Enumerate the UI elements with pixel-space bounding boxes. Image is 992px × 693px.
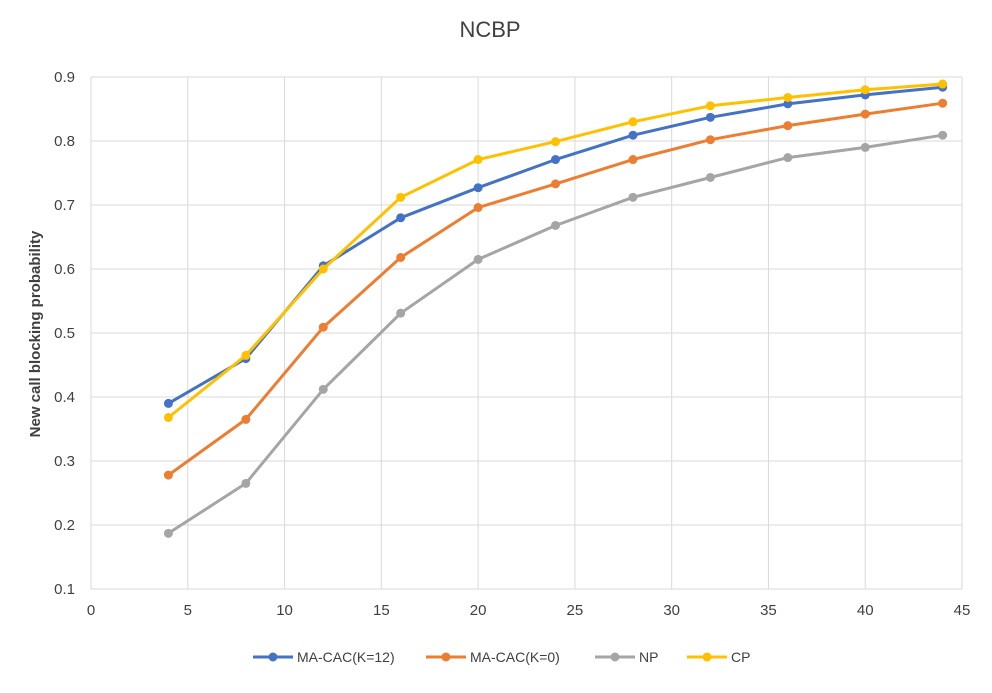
legend-entry: MA-CAC(K=0)	[426, 649, 560, 665]
x-tick-label: 30	[663, 602, 680, 619]
data-point	[628, 192, 638, 202]
data-point	[860, 142, 870, 152]
legend-swatch-marker	[702, 652, 712, 662]
data-point	[783, 153, 793, 163]
data-point	[396, 192, 406, 202]
data-point	[318, 384, 328, 394]
x-tick-label: 10	[276, 602, 293, 619]
y-tick-label: 0.7	[54, 197, 75, 214]
data-point	[473, 254, 483, 264]
data-point	[783, 121, 793, 131]
x-tick-label: 25	[567, 602, 584, 619]
data-point	[783, 92, 793, 102]
y-tick-label: 0.9	[54, 69, 75, 86]
data-point	[551, 179, 561, 189]
y-tick-label: 0.5	[54, 325, 75, 342]
y-tick-label: 0.2	[54, 517, 75, 534]
x-tick-label: 45	[954, 602, 971, 619]
y-tick-label: 0.8	[54, 133, 75, 150]
data-point	[551, 220, 561, 230]
legend-swatch-marker	[268, 652, 278, 662]
legend-entry: CP	[687, 649, 750, 665]
data-point	[318, 264, 328, 274]
data-point	[473, 155, 483, 165]
x-tick-label: 5	[184, 602, 192, 619]
legend-entry: MA-CAC(K=12)	[253, 649, 395, 665]
legend: MA-CAC(K=12) MA-CAC(K=0) NP CP	[253, 649, 750, 665]
series-group	[163, 79, 948, 538]
y-tick-label: 0.1	[54, 581, 75, 598]
series-MA-CAC(K=0)	[163, 98, 948, 480]
x-tick-label: 40	[857, 602, 874, 619]
data-point	[860, 109, 870, 119]
data-point	[628, 130, 638, 140]
data-point	[705, 172, 715, 182]
data-point	[705, 101, 715, 111]
y-tick-label: 0.4	[54, 389, 75, 406]
data-point	[938, 98, 948, 108]
data-point	[473, 203, 483, 213]
data-point	[318, 322, 328, 332]
chart-title: NCBP	[459, 17, 520, 42]
x-tick-label: 0	[87, 602, 95, 619]
legend-label: MA-CAC(K=12)	[297, 649, 395, 665]
legend-label: MA-CAC(K=0)	[470, 649, 560, 665]
series-CP	[163, 79, 948, 422]
grid	[90, 76, 963, 590]
legend-swatch-marker	[610, 652, 620, 662]
data-point	[396, 252, 406, 262]
series-MA-CAC(K=12)	[163, 82, 948, 408]
x-tick-label: 15	[373, 602, 390, 619]
data-point	[396, 213, 406, 223]
data-point	[163, 398, 173, 408]
series-NP	[163, 130, 948, 538]
data-point	[551, 137, 561, 147]
axis-ticks: 0 5 10 15 20 25 30 35 40 45 0.1 0.2 0.3 0.4 0.5 0.6 0.7 0…	[54, 69, 970, 619]
data-point	[163, 412, 173, 422]
data-point	[938, 130, 948, 140]
y-tick-label: 0.3	[54, 453, 75, 470]
legend-entry: NP	[595, 649, 658, 665]
data-point	[783, 99, 793, 109]
data-point	[705, 112, 715, 122]
y-tick-label: 0.6	[54, 261, 75, 278]
data-point	[163, 470, 173, 480]
data-point	[241, 350, 251, 360]
data-point	[628, 117, 638, 127]
data-point	[860, 85, 870, 95]
data-point	[551, 155, 561, 165]
data-point	[473, 183, 483, 193]
x-tick-label: 35	[760, 602, 777, 619]
legend-swatch-marker	[441, 652, 451, 662]
data-point	[938, 79, 948, 89]
data-point	[241, 414, 251, 424]
y-axis-label: New call blocking probability	[27, 230, 44, 437]
data-point	[628, 155, 638, 165]
data-point	[163, 528, 173, 538]
data-point	[705, 135, 715, 145]
x-tick-label: 20	[470, 602, 487, 619]
data-point	[241, 478, 251, 488]
legend-label: NP	[639, 649, 658, 665]
data-point	[396, 308, 406, 318]
legend-label: CP	[731, 649, 750, 665]
